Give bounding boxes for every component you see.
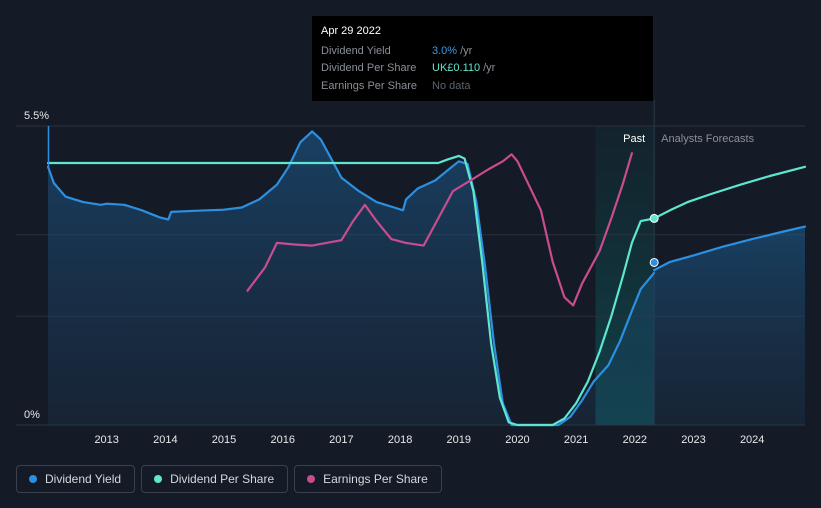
x-tick-label: 2023 xyxy=(681,434,705,446)
tooltip-unit: /yr xyxy=(460,44,473,57)
legend-label: Dividend Yield xyxy=(45,472,122,486)
chart-tooltip: Apr 29 2022 Dividend Yield 3.0% /yr Divi… xyxy=(312,16,653,101)
y-tick-label: 5.5% xyxy=(24,110,49,122)
legend-item-earnings-per-share[interactable]: Earnings Per Share xyxy=(294,465,442,493)
x-tick-label: 2015 xyxy=(212,434,236,446)
y-tick-label: 0% xyxy=(24,409,40,421)
x-tick-label: 2021 xyxy=(564,434,588,446)
x-tick-label: 2017 xyxy=(329,434,353,446)
x-tick-label: 2022 xyxy=(623,434,647,446)
past-region-label: Past xyxy=(623,133,645,145)
tooltip-unit: /yr xyxy=(483,62,496,75)
legend-dot-icon xyxy=(154,475,163,483)
legend-label: Earnings Per Share xyxy=(323,472,428,486)
data-point-marker xyxy=(649,213,659,223)
earnings-per-share-line xyxy=(246,152,633,307)
chart-legend: Dividend Yield Dividend Per Share Earnin… xyxy=(16,465,442,493)
tooltip-label: Earnings Per Share xyxy=(321,79,417,92)
tooltip-value: 3.0% xyxy=(432,44,458,57)
dividend-yield-forecast-area xyxy=(654,226,805,425)
data-point-marker xyxy=(649,257,659,267)
x-tick-label: 2013 xyxy=(94,434,118,446)
legend-dot-icon xyxy=(307,475,316,483)
legend-item-dividend-yield[interactable]: Dividend Yield xyxy=(16,465,136,493)
forecast-region-label: Analysts Forecasts xyxy=(661,133,754,145)
x-tick-label: 2016 xyxy=(270,434,294,446)
tooltip-row-dividend-per-share: Dividend Per Share UK£0.110 /yr xyxy=(321,60,644,78)
tooltip-label: Dividend Yield xyxy=(321,44,391,57)
legend-label: Dividend Per Share xyxy=(170,472,275,486)
x-tick-label: 2014 xyxy=(153,434,177,446)
tooltip-label: Dividend Per Share xyxy=(321,62,417,75)
tooltip-row-dividend-yield: Dividend Yield 3.0% /yr xyxy=(321,42,644,60)
tooltip-value: No data xyxy=(432,79,471,92)
legend-item-dividend-per-share[interactable]: Dividend Per Share xyxy=(141,465,289,493)
x-tick-label: 2024 xyxy=(740,434,764,446)
dividend-yield-forecast-line xyxy=(653,225,807,272)
tooltip-value: UK£0.110 xyxy=(432,62,481,75)
legend-dot-icon xyxy=(29,475,37,483)
dividend-per-share-line xyxy=(46,154,656,427)
dividend-yield-line xyxy=(46,130,656,427)
tooltip-date: Apr 29 2022 xyxy=(321,25,381,37)
x-tick-label: 2020 xyxy=(505,434,529,446)
x-tick-label: 2018 xyxy=(388,434,412,446)
dividend-per-share-forecast-line xyxy=(653,165,807,220)
dividend-yield-area xyxy=(48,131,655,425)
tooltip-row-earnings-per-share: Earnings Per Share No data xyxy=(321,77,644,95)
x-tick-label: 2019 xyxy=(447,434,471,446)
